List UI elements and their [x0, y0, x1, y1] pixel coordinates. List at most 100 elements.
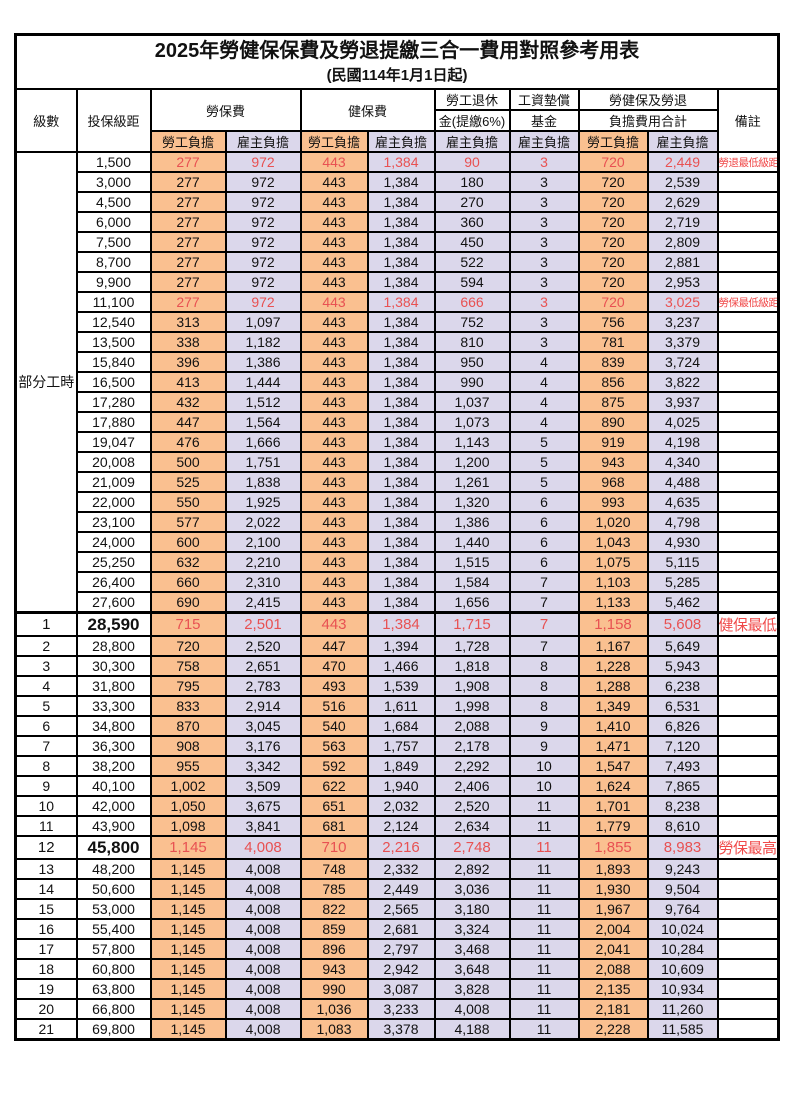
value-cell: 1,158 [577, 611, 649, 637]
bracket-cell: 36,300 [75, 735, 152, 757]
value-cell: 1,384 [366, 551, 436, 573]
value-cell: 2,216 [366, 835, 436, 860]
value-cell: 756 [577, 311, 649, 333]
value-cell: 5,608 [646, 611, 719, 637]
subheader-total-employee: 勞工負擔 [577, 130, 649, 153]
value-cell: 270 [433, 191, 511, 213]
remark-cell [716, 735, 780, 757]
value-cell: 2,406 [433, 775, 511, 797]
remark-cell [716, 471, 780, 493]
page-title: 2025年勞健保保費及勞退提繳三合一費用對照參考用表 [154, 40, 640, 62]
table-row: 25,250 632 2,210 443 1,384 1,515 6 1,075 5,115 [16, 551, 780, 573]
value-cell: 752 [433, 311, 511, 333]
value-cell: 3,828 [433, 978, 511, 1000]
value-cell: 720 [577, 211, 649, 233]
bracket-cell: 60,800 [75, 958, 152, 980]
table-row: 19,047 476 1,666 443 1,384 1,143 5 919 4,198 [16, 431, 780, 453]
value-cell: 4,008 [224, 918, 302, 940]
value-cell: 1,145 [149, 898, 227, 920]
value-cell: 5,943 [646, 655, 719, 677]
value-cell: 470 [299, 655, 369, 677]
value-cell: 1,930 [577, 878, 649, 900]
bracket-cell: 21,009 [75, 471, 152, 493]
value-cell: 2,292 [433, 755, 511, 777]
table-body: 部分工時 1,500 277 972 443 1,384 90 3 720 2,449 勞退最低級距… [14, 151, 780, 1041]
value-cell: 3,841 [224, 815, 302, 837]
remark-cell [716, 938, 780, 960]
level-cell: 15 [14, 898, 78, 920]
value-cell: 1,666 [224, 431, 302, 453]
subheader-health-employee: 勞工負擔 [299, 130, 369, 153]
value-cell: 3,045 [224, 715, 302, 737]
value-cell: 7 [508, 591, 580, 614]
remark-cell [716, 958, 780, 980]
remark-cell [716, 755, 780, 777]
value-cell: 1,512 [224, 391, 302, 413]
value-cell: 9 [508, 735, 580, 757]
table-row: 24,000 600 2,100 443 1,384 1,440 6 1,043 4,930 [16, 531, 780, 553]
value-cell: 1,143 [433, 431, 511, 453]
value-cell: 10,934 [646, 978, 719, 1000]
value-cell: 11 [508, 858, 580, 880]
value-cell: 758 [149, 655, 227, 677]
value-cell: 1,440 [433, 531, 511, 553]
value-cell: 1,075 [577, 551, 649, 573]
value-cell: 955 [149, 755, 227, 777]
bracket-cell: 13,500 [75, 331, 152, 353]
value-cell: 710 [299, 835, 369, 860]
value-cell: 1,145 [149, 958, 227, 980]
value-cell: 1,384 [366, 271, 436, 293]
remark-cell [716, 978, 780, 1000]
value-cell: 1,384 [366, 431, 436, 453]
value-cell: 972 [224, 151, 302, 173]
page-subtitle: (民國114年1月1日起) [326, 67, 468, 84]
value-cell: 4 [508, 351, 580, 373]
bracket-cell: 27,600 [75, 591, 152, 614]
value-cell: 7,493 [646, 755, 719, 777]
value-cell: 1,320 [433, 491, 511, 513]
value-cell: 4 [508, 411, 580, 433]
table-row: 23,100 577 2,022 443 1,384 1,386 6 1,020 4,798 [16, 511, 780, 533]
value-cell: 2,634 [433, 815, 511, 837]
value-cell: 1,384 [366, 391, 436, 413]
title-cell: 2025年勞健保保費及勞退提繳三合一費用對照參考用表 (民國114年1月1日起) [14, 33, 780, 90]
value-cell: 11 [508, 978, 580, 1000]
table-row: 8 38,200 955 3,342 592 1,849 2,292 10 1,547 7,493 [14, 755, 780, 777]
value-cell: 972 [224, 191, 302, 213]
value-cell: 1,182 [224, 331, 302, 353]
level-cell-part-time: 部分工時 [14, 151, 78, 614]
value-cell: 5,115 [646, 551, 719, 573]
value-cell: 277 [149, 231, 227, 253]
table-row: 11,100 277 972 443 1,384 666 3 720 3,025 勞保最低級距 [16, 291, 780, 313]
value-cell: 443 [299, 531, 369, 553]
value-cell: 1,145 [149, 978, 227, 1000]
value-cell: 2,892 [433, 858, 511, 880]
value-cell: 943 [299, 958, 369, 980]
value-cell: 1,288 [577, 675, 649, 697]
value-cell: 666 [433, 291, 511, 313]
value-cell: 3,379 [646, 331, 719, 353]
value-cell: 972 [224, 271, 302, 293]
value-cell: 443 [299, 471, 369, 493]
value-cell: 3 [508, 271, 580, 293]
value-cell: 748 [299, 858, 369, 880]
value-cell: 1,624 [577, 775, 649, 797]
value-cell: 1,145 [149, 858, 227, 880]
bracket-cell: 55,400 [75, 918, 152, 940]
table-row: 8,700 277 972 443 1,384 522 3 720 2,881 [16, 251, 780, 273]
value-cell: 2,088 [433, 715, 511, 737]
value-cell: 1,394 [366, 635, 436, 657]
value-cell: 1,384 [366, 611, 436, 637]
value-cell: 3 [508, 211, 580, 233]
value-cell: 4,635 [646, 491, 719, 513]
bracket-cell: 23,100 [75, 511, 152, 533]
bracket-cell: 7,500 [75, 231, 152, 253]
remark-cell [716, 675, 780, 697]
value-cell: 1,384 [366, 191, 436, 213]
bracket-cell: 69,800 [75, 1018, 152, 1041]
value-cell: 1,728 [433, 635, 511, 657]
value-cell: 443 [299, 491, 369, 513]
value-cell: 7 [508, 635, 580, 657]
value-cell: 1,145 [149, 1018, 227, 1041]
bracket-cell: 42,000 [75, 795, 152, 817]
